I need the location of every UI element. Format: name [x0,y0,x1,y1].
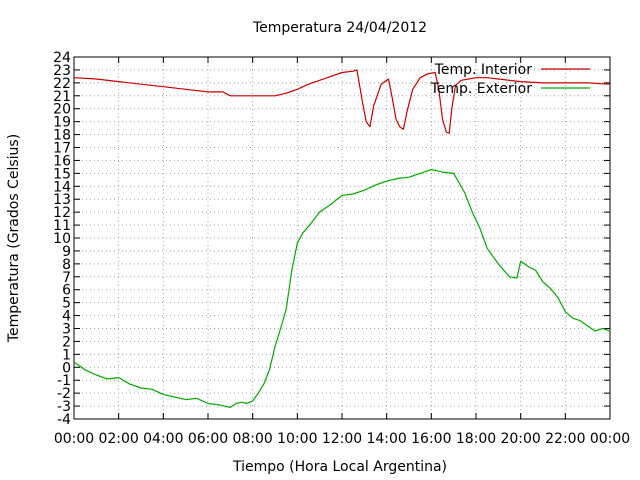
y-axis-label: Temperatura (Grados Celsius) [6,134,22,343]
y-tick-label: 24 [53,50,71,66]
y-tick-label: 0 [62,360,71,376]
grid [74,57,610,419]
x-tick-label: 06:00 [188,431,228,447]
x-tick-label: 14:00 [366,431,406,447]
x-tick-label: 00:00 [590,431,630,447]
x-tick-label: 10:00 [277,431,317,447]
series-line-temp-interior [73,69,611,134]
y-tick-label: 8 [62,257,71,273]
y-tick-label: 2 [62,334,71,350]
y-tick-label: 13 [53,192,71,208]
y-tick-label: 7 [62,270,71,286]
y-tick-label: 21 [53,89,71,105]
x-tick-label: 16:00 [411,431,451,447]
y-tick-label: 10 [53,231,71,247]
y-tick-label: 1 [62,347,71,363]
y-tick-label: -1 [57,373,71,389]
y-tick-label: 17 [53,141,71,157]
y-tick-label: 18 [53,128,71,144]
y-tick-label: 11 [53,218,71,234]
x-tick-label: 08:00 [232,431,272,447]
ticks: -4-3-2-101234567891011121314151617181920… [53,50,630,447]
y-tick-label: -2 [57,386,71,402]
series-lines [73,69,611,408]
y-tick-label: 6 [62,283,71,299]
y-tick-label: 9 [62,244,71,260]
legend: Temp. Interior Temp. Exterior [430,62,590,97]
x-tick-label: 22:00 [545,431,585,447]
x-tick-label: 04:00 [143,431,183,447]
y-tick-label: 22 [53,76,71,92]
legend-label-temp-exterior: Temp. Exterior [430,81,533,97]
x-tick-label: 00:00 [54,431,94,447]
y-tick-label: 14 [53,179,71,195]
y-tick-label: 20 [53,102,71,118]
y-tick-label: 23 [53,63,71,79]
y-tick-label: 19 [53,115,71,131]
y-tick-label: 4 [62,309,71,325]
y-tick-label: -4 [57,412,71,428]
x-axis-label: Tiempo (Hora Local Argentina) [232,459,447,475]
y-tick-label: 16 [53,153,71,169]
y-tick-label: 12 [53,205,71,221]
x-tick-label: 02:00 [98,431,138,447]
y-tick-label: 3 [62,322,71,338]
series-line-temp-exterior [73,168,611,408]
legend-label-temp-interior: Temp. Interior [434,62,533,78]
chart-title: Temperatura 24/04/2012 [252,20,427,36]
y-tick-label: 5 [62,296,71,312]
x-tick-label: 18:00 [456,431,496,447]
y-tick-label: 15 [53,166,71,182]
x-tick-label: 20:00 [500,431,540,447]
y-tick-label: -3 [57,399,71,415]
x-tick-label: 12:00 [322,431,362,447]
